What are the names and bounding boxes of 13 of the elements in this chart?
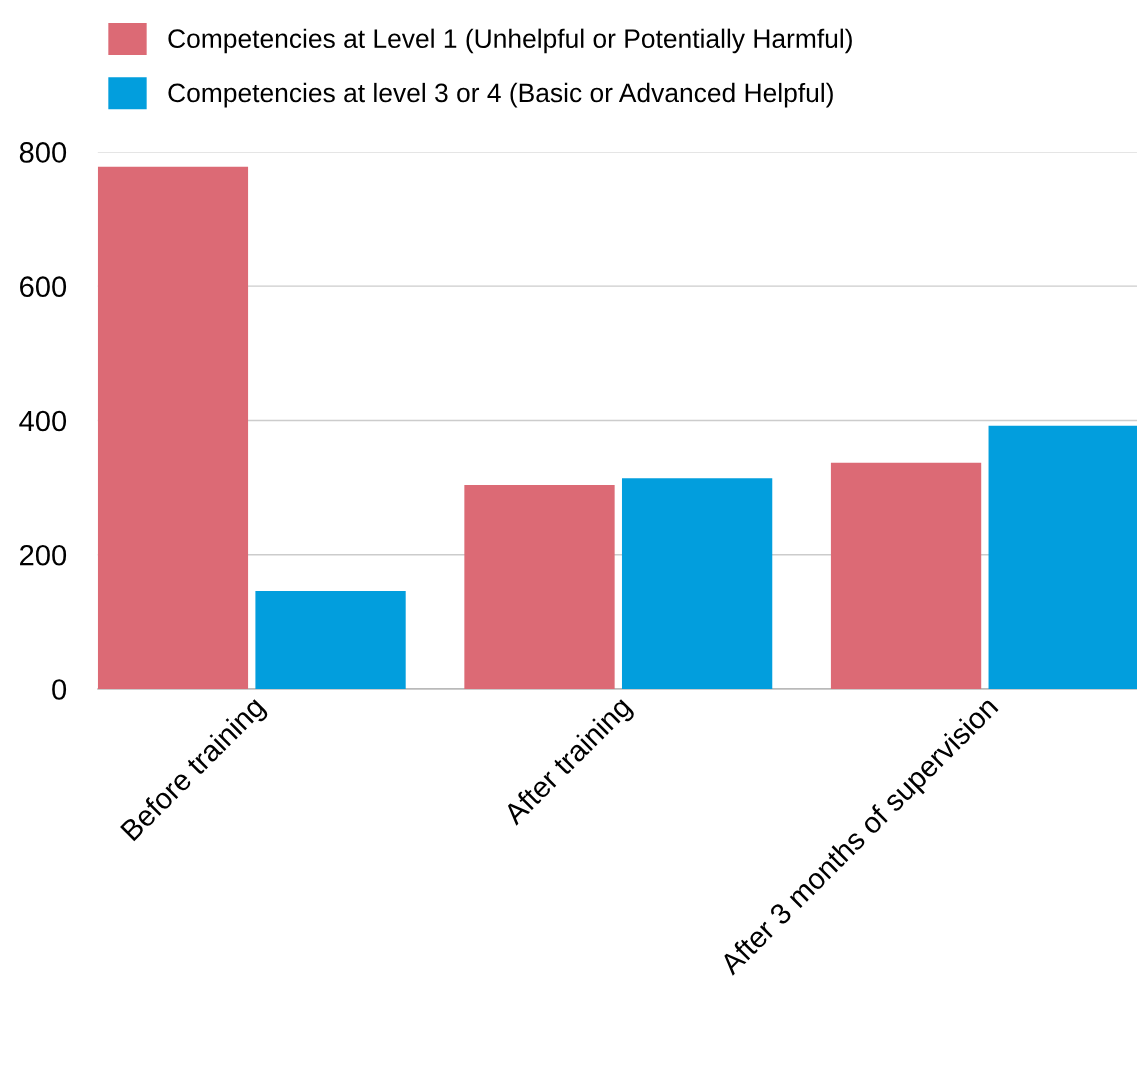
legend-label: Competencies at level 3 or 4 (Basic or Advanced Helpful) — [168, 82, 833, 108]
y-tick-label: 400 — [19, 410, 67, 432]
bar — [988, 425, 1137, 689]
y-tick-label: 800 — [19, 142, 67, 163]
bar — [830, 462, 982, 689]
y-tick-label: 600 — [20, 276, 67, 298]
y-tick-label: 0 — [52, 679, 67, 700]
bar — [255, 590, 406, 689]
bar — [464, 484, 615, 689]
bar — [97, 166, 249, 689]
y-tick-label: 200 — [20, 544, 67, 566]
bar — [621, 478, 773, 689]
legend-label: Competencies at Level 1 (Unhelpful or Potentially Harmful) — [168, 28, 852, 54]
